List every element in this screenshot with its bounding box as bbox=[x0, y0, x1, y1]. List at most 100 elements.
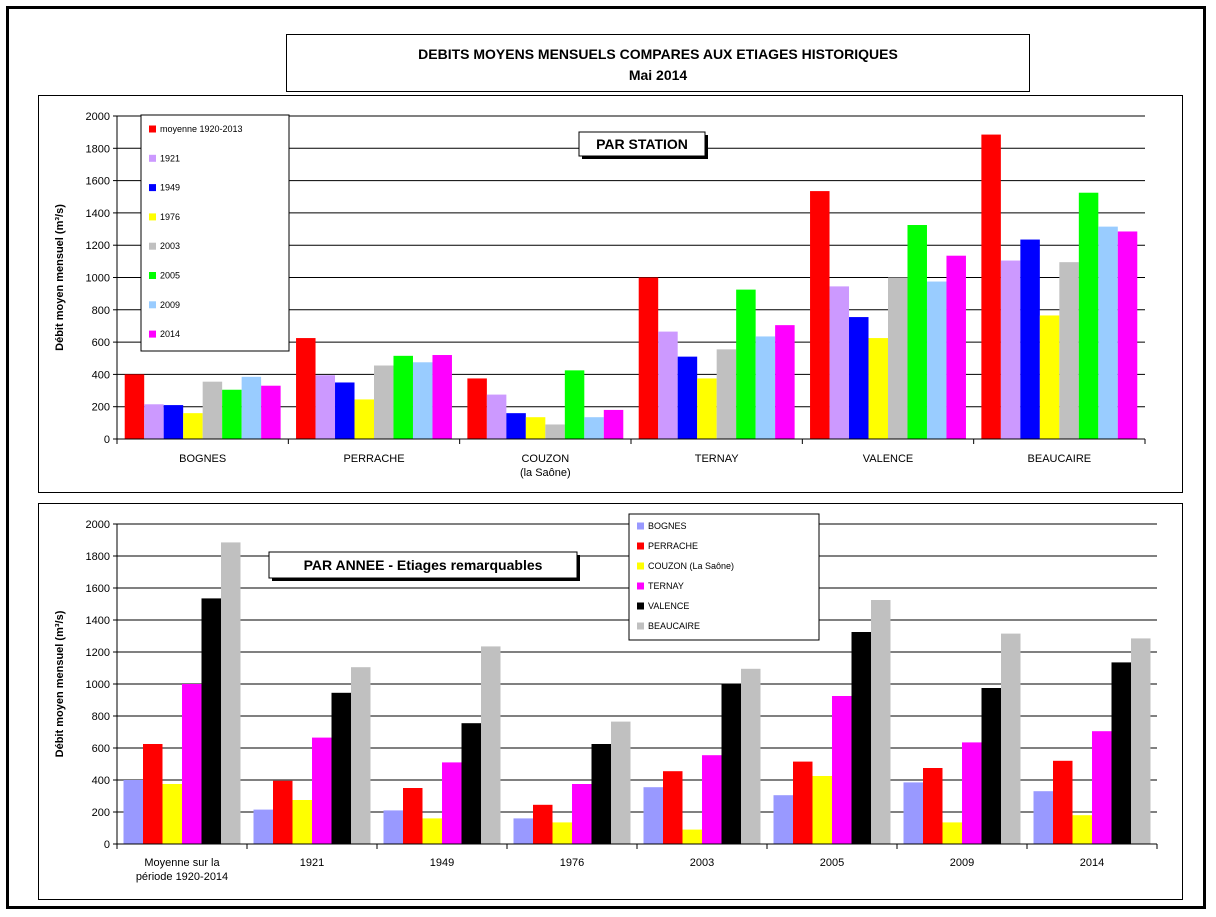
bar bbox=[525, 417, 546, 439]
bar bbox=[312, 737, 332, 844]
bar bbox=[611, 721, 631, 844]
bar bbox=[182, 684, 202, 844]
x-category-label: 1976 bbox=[560, 857, 584, 869]
bar bbox=[942, 822, 962, 844]
y-axis-title: Débit moyen mensuel (m³/s) bbox=[54, 204, 66, 351]
bar bbox=[442, 762, 462, 844]
bar bbox=[432, 355, 452, 439]
bar bbox=[253, 809, 273, 844]
annotation-text: PAR ANNEE - Etiages remarquables bbox=[304, 557, 543, 573]
bar bbox=[638, 277, 659, 439]
legend-label: 1921 bbox=[160, 153, 180, 163]
legend-swatch bbox=[637, 542, 644, 550]
bar bbox=[829, 286, 850, 439]
bar bbox=[183, 413, 203, 439]
legend-label: BEAUCAIRE bbox=[648, 621, 700, 631]
y-tick-label: 1000 bbox=[86, 273, 110, 285]
x-category-label: 1921 bbox=[300, 857, 324, 869]
bar bbox=[296, 338, 316, 439]
bar bbox=[461, 723, 481, 844]
bar bbox=[888, 277, 908, 439]
x-category-label: BEAUCAIRE bbox=[1028, 453, 1092, 465]
legend-label: 1976 bbox=[160, 212, 180, 222]
bar bbox=[832, 696, 852, 844]
y-tick-label: 200 bbox=[92, 807, 110, 819]
bar bbox=[1053, 760, 1073, 844]
legend-label: TERNAY bbox=[648, 581, 684, 591]
bar bbox=[1078, 192, 1099, 439]
y-tick-label: 1400 bbox=[86, 615, 110, 627]
legend-label: BOGNES bbox=[648, 521, 687, 531]
x-category-label: 2005 bbox=[820, 857, 844, 869]
y-tick-label: 800 bbox=[92, 305, 110, 317]
legend-swatch bbox=[149, 301, 156, 309]
y-tick-label: 800 bbox=[92, 711, 110, 723]
bar bbox=[335, 382, 355, 439]
bar bbox=[221, 542, 241, 844]
bar bbox=[923, 768, 943, 844]
y-tick-label: 0 bbox=[104, 434, 110, 446]
y-tick-label: 1400 bbox=[86, 208, 110, 220]
bar bbox=[1000, 260, 1021, 439]
bar bbox=[702, 755, 722, 844]
bar bbox=[946, 255, 966, 439]
bar bbox=[163, 405, 184, 439]
annotation-text: PAR STATION bbox=[596, 136, 688, 152]
bar bbox=[422, 818, 442, 844]
legend-swatch bbox=[149, 330, 156, 338]
x-category-label: BOGNES bbox=[179, 453, 226, 465]
y-tick-label: 0 bbox=[104, 839, 110, 851]
legend-swatch bbox=[637, 622, 644, 630]
bar bbox=[403, 788, 423, 844]
legend-swatch bbox=[149, 242, 156, 250]
bar bbox=[755, 336, 776, 439]
bar bbox=[315, 375, 336, 439]
legend-box bbox=[628, 513, 820, 641]
annotation-box bbox=[578, 131, 706, 157]
y-tick-label: 1000 bbox=[86, 679, 110, 691]
legend-label: COUZON (La Saône) bbox=[648, 561, 734, 571]
bar bbox=[1092, 731, 1112, 844]
report-title: DEBITS MOYENS MENSUELS COMPARES AUX ETIA… bbox=[418, 46, 898, 62]
bar bbox=[741, 668, 761, 844]
legend-swatch bbox=[149, 272, 156, 279]
bar bbox=[202, 381, 223, 439]
bar bbox=[506, 413, 526, 439]
legend-swatch bbox=[149, 184, 156, 192]
legend-swatch bbox=[637, 582, 644, 590]
x-category-label: 1949 bbox=[430, 857, 454, 869]
x-category-label: 2003 bbox=[690, 857, 714, 869]
y-tick-label: 1200 bbox=[86, 647, 110, 659]
x-category-label: Moyenne sur la bbox=[144, 857, 220, 869]
x-category-label: COUZON bbox=[521, 453, 569, 465]
bar bbox=[736, 289, 756, 439]
bar bbox=[1039, 315, 1060, 439]
bar bbox=[1059, 262, 1079, 439]
bar bbox=[533, 804, 553, 844]
bar bbox=[1001, 633, 1021, 844]
bar bbox=[1131, 638, 1151, 844]
legend-label: PERRACHE bbox=[648, 541, 698, 551]
bar bbox=[143, 744, 163, 844]
bar bbox=[1117, 231, 1138, 439]
x-category-label: période 1920-2014 bbox=[136, 871, 228, 883]
bar bbox=[584, 417, 604, 439]
bar bbox=[564, 370, 585, 439]
chart-by-station: 0 200 400 600 800 1000 1200 1400 1600 1800 2000 Déb… bbox=[54, 111, 1146, 479]
report-subtitle: Mai 2014 bbox=[628, 67, 688, 83]
bar bbox=[682, 829, 702, 844]
bar bbox=[124, 374, 145, 439]
bar bbox=[292, 800, 312, 844]
bar bbox=[354, 399, 374, 439]
bar bbox=[1033, 791, 1053, 844]
bar bbox=[591, 744, 611, 844]
bar bbox=[1111, 662, 1131, 844]
legend-swatch bbox=[149, 213, 156, 221]
y-tick-label: 1600 bbox=[86, 583, 110, 595]
bar bbox=[412, 362, 433, 439]
legend-swatch bbox=[149, 125, 156, 133]
x-category-label: TERNAY bbox=[695, 453, 739, 465]
bar bbox=[1098, 226, 1118, 439]
bar bbox=[261, 385, 281, 439]
legend-label: 2003 bbox=[160, 241, 180, 251]
